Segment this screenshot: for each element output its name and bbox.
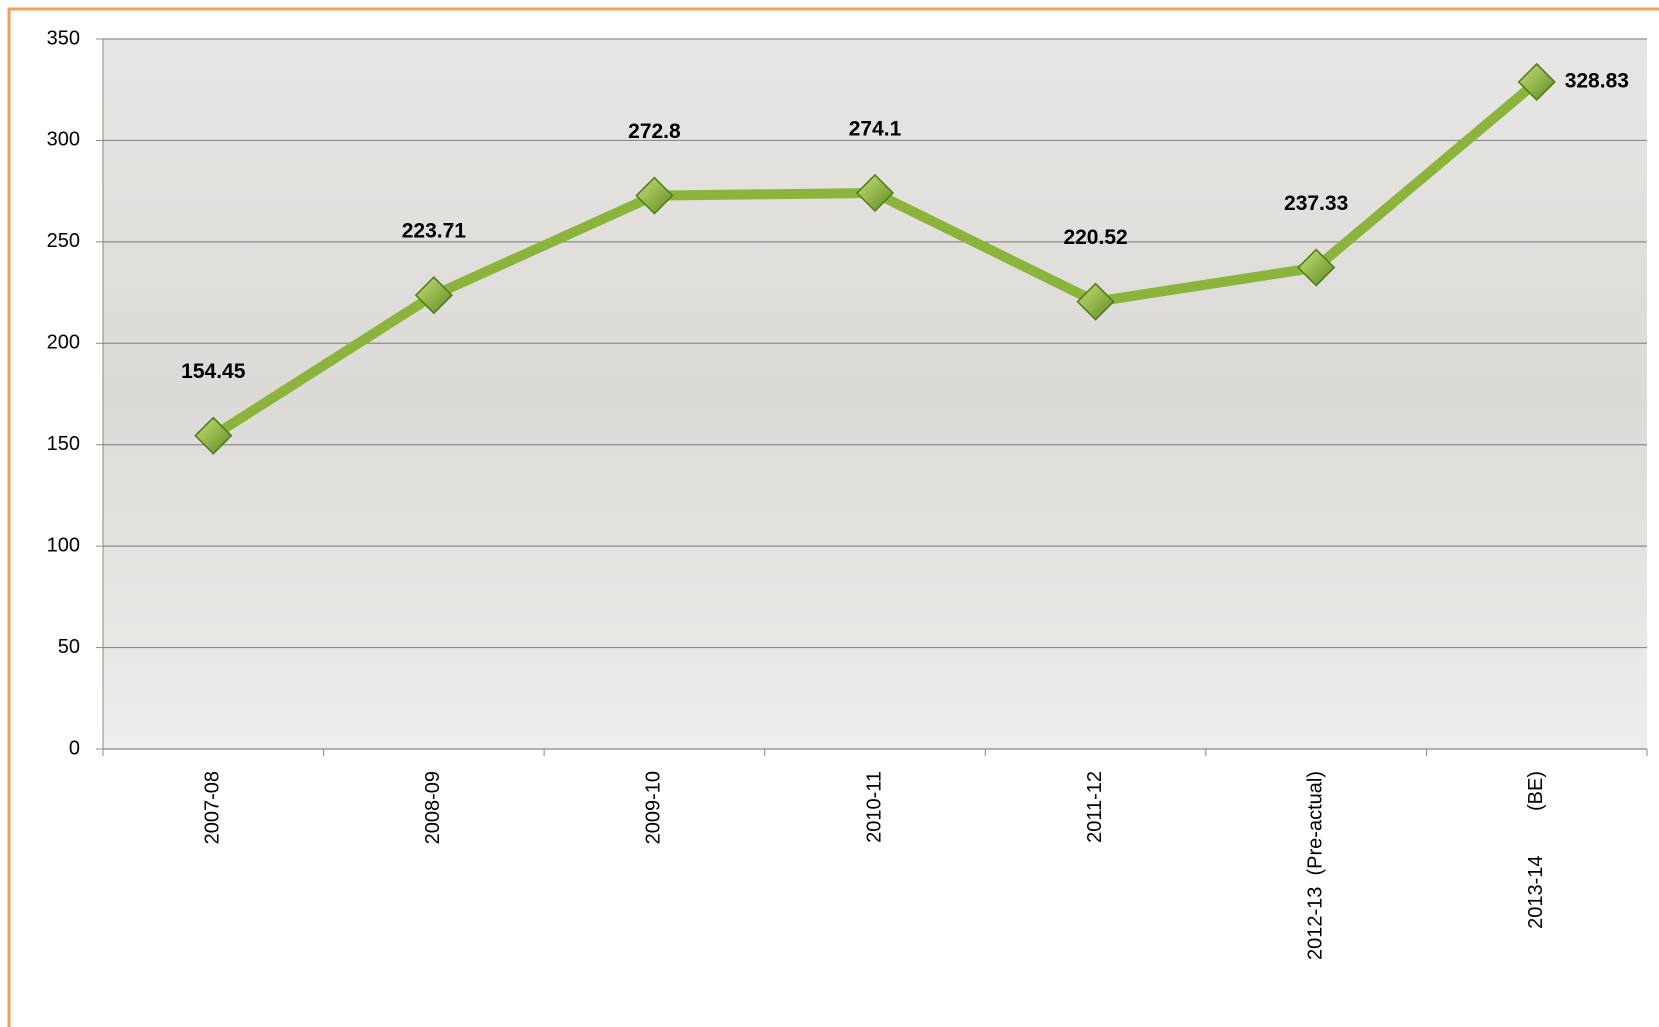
x-tick-label: 2011-12: [1084, 771, 1106, 843]
marker: [635, 176, 674, 215]
marker: [194, 416, 233, 455]
marker: [1517, 62, 1556, 102]
marker: [1076, 282, 1115, 321]
data-label: 328.83: [1565, 69, 1629, 92]
marker: [855, 173, 895, 213]
y-tick-label: 0: [69, 737, 80, 759]
x-tick-label: 2007-08: [202, 771, 224, 844]
x-tick-label: 2012-13 (Pre-actual): [1304, 771, 1326, 960]
data-label: 274.1: [849, 118, 902, 141]
y-tick-label: 50: [58, 636, 80, 658]
data-label: 223.71: [402, 220, 467, 243]
data-label: 272.8: [628, 120, 681, 143]
marker: [1297, 248, 1336, 287]
y-tick-label: 200: [47, 332, 80, 354]
x-tick-label: 2013-14 (BE): [1525, 771, 1547, 929]
plot-background: [103, 39, 1647, 749]
x-tick-label: 2008-09: [422, 771, 444, 844]
marker: [414, 276, 453, 315]
y-tick-label: 250: [47, 230, 80, 252]
y-tick-label: 300: [47, 129, 80, 151]
data-label: 154.45: [181, 360, 246, 383]
y-tick-label: 350: [47, 27, 80, 49]
x-tick-label: 2009-10: [643, 771, 665, 844]
data-label: 220.52: [1063, 226, 1127, 249]
data-label: 237.33: [1284, 192, 1348, 215]
frame: [7, 7, 1659, 1027]
y-tick-label: 150: [47, 433, 80, 455]
y-tick-label: 100: [47, 534, 80, 556]
x-tick-label: 2010-11: [863, 771, 885, 843]
